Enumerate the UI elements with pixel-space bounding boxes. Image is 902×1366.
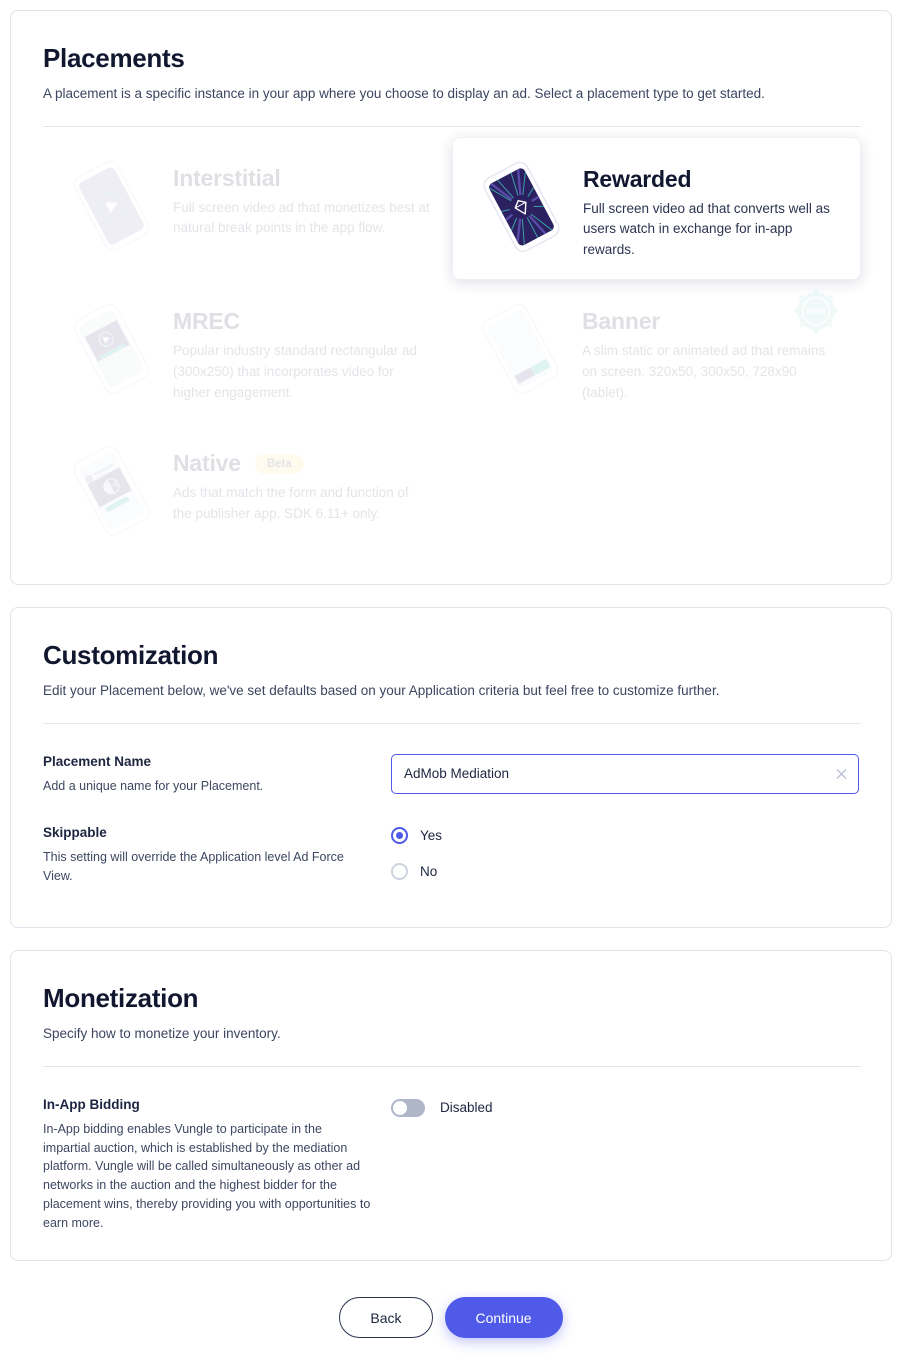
placement-option-native[interactable]: Native Beta Ads that match the form and f… [43,422,452,556]
in-app-bidding-state-label: Disabled [440,1100,493,1116]
native-phone-icon [57,442,165,538]
interstitial-phone-icon [57,157,165,253]
radio-mark-icon [391,827,408,845]
interstitial-text: Interstitial Full screen video ad that m… [173,157,438,240]
placement-option-interstitial[interactable]: Interstitial Full screen video ad that m… [43,137,452,281]
placement-name-row: Placement Name Add a unique name for you… [43,753,861,796]
in-app-bidding-help: In-App bidding enables Vungle to partici… [43,1121,371,1230]
mrec-text: MREC Popular industry standard rectangul… [173,300,438,404]
in-app-bidding-toggle[interactable] [391,1098,425,1117]
placement-desc-mrec: Popular industry standard rectangular ad… [173,343,417,401]
toggle-knob [393,1100,407,1115]
skippable-labels: Skippable This setting will override the… [43,825,391,899]
skippable-help: This setting will override the Applicati… [43,850,344,884]
page-title: Placements [43,43,185,73]
placement-option-mrec[interactable]: MREC Popular industry standard rectangul… [43,280,452,422]
in-app-bidding-field: Disabled [391,1097,861,1233]
in-app-bidding-labels: In-App Bidding In-App bidding enables Vu… [43,1097,391,1233]
native-text: Native Beta Ads that match the form and f… [173,442,438,525]
svg-text:NEW: NEW [806,307,827,317]
placements-subtitle: A placement is a specific instance in yo… [43,86,765,101]
placement-options-grid: Interstitial Full screen video ad that m… [43,136,861,557]
skippable-radio-no[interactable]: No [391,863,861,881]
monetization-panel: Monetization Specify how to monetize you… [10,950,892,1262]
close-icon[interactable] [835,767,848,780]
placement-name-mrec: MREC [173,308,240,335]
placement-option-banner[interactable]: Banner A slim static or animated ad that… [452,280,861,422]
skippable-row: Skippable This setting will override the… [43,825,861,899]
in-app-bidding-label: In-App Bidding [43,1096,140,1112]
placement-name-banner: Banner [582,308,661,335]
back-button[interactable]: Back [339,1297,433,1339]
monetization-subtitle: Specify how to monetize your inventory. [43,1026,281,1042]
placement-desc-interstitial: Full screen video ad that monetizes best… [173,199,430,236]
rewarded-phone-icon [467,158,575,254]
skippable-label: Skippable [43,825,107,841]
skippable-radio-yes-label: Yes [420,828,443,844]
divider [43,125,861,127]
skippable-radio-group: Yes No [391,825,861,881]
placement-name-labels: Placement Name Add a unique name for you… [43,754,391,796]
placement-name-field [391,753,861,796]
placement-desc-native: Ads that match the form and function of … [173,485,409,522]
banner-text: Banner A slim static or animated ad that… [582,300,847,404]
placement-name-input[interactable] [391,753,859,794]
mrec-phone-icon [57,300,165,396]
placement-name-interstitial: Interstitial [173,164,281,191]
placement-name-native: Native [173,450,241,477]
placement-name-input-wrap [391,753,859,794]
placement-name-help: Add a unique name for your Placement. [43,778,264,793]
banner-phone-icon [466,300,574,396]
customization-subtitle: Edit your Placement below, we've set def… [43,683,720,699]
skippable-radio-yes[interactable]: Yes [391,827,861,845]
rewarded-text: Rewarded Full screen video ad that conve… [583,158,846,262]
placement-name-label: Placement Name [43,753,152,769]
customization-panel: Customization Edit your Placement below,… [10,607,892,929]
continue-button[interactable]: Continue [444,1297,563,1339]
placement-option-rewarded[interactable]: Rewarded Full screen video ad that conve… [452,136,861,281]
radio-mark-icon [391,863,408,881]
placements-panel: Placements A placement is a specific ins… [10,10,892,586]
placement-name-rewarded: Rewarded [583,165,692,192]
placement-desc-rewarded: Full screen video ad that converts well … [583,200,830,258]
in-app-bidding-row: In-App Bidding In-App bidding enables Vu… [43,1097,861,1233]
placement-desc-banner: A slim static or animated ad that remain… [582,343,826,401]
divider [43,1065,861,1067]
new-badge-icon: NEW [793,288,839,334]
customization-title: Customization [43,640,219,671]
divider [43,722,861,724]
beta-badge: Beta [254,453,304,474]
skippable-field: Yes No [391,825,861,899]
in-app-bidding-toggle-row: Disabled [391,1097,861,1117]
skippable-radio-no-label: No [420,864,438,880]
monetization-title: Monetization [43,983,199,1014]
wizard-footer: Back Continue [10,1283,892,1339]
